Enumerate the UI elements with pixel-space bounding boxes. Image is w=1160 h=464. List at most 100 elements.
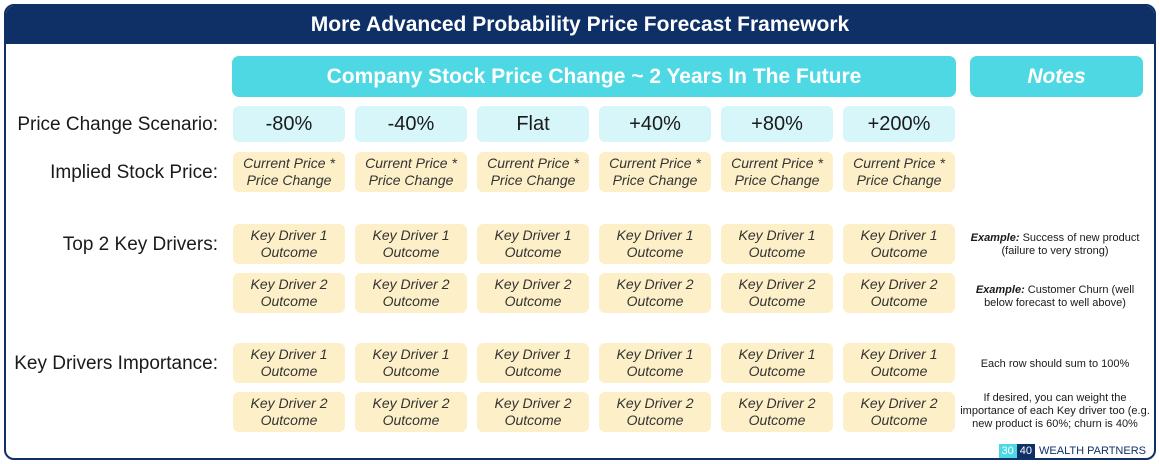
cell-line: Key Driver 2 xyxy=(616,276,694,292)
scenario-cell: -80% xyxy=(233,106,345,142)
framework-frame: More Advanced Probability Price Forecast… xyxy=(4,4,1156,460)
driver1-importance-cell: Key Driver 1 Outcome xyxy=(477,343,589,383)
cell-line: Outcome xyxy=(626,244,684,260)
cell-line: Outcome xyxy=(870,244,928,260)
implied-price-cell: Current Price * Price Change xyxy=(721,152,833,192)
driver2-importance-cell: Key Driver 2 Outcome xyxy=(355,392,467,432)
implied-price-cell: Current Price * Price Change xyxy=(355,152,467,192)
scenario-cell: Flat xyxy=(477,106,589,142)
brand-logo: 30 40 WEALTH PARTNERS xyxy=(998,444,1146,458)
cell-line: Outcome xyxy=(382,293,440,309)
cell-line: Outcome xyxy=(870,412,928,428)
cell-line: Key Driver 1 xyxy=(250,227,328,243)
cell-line: Outcome xyxy=(748,412,806,428)
cell-line: Outcome xyxy=(382,363,440,379)
cell-line: Current Price * xyxy=(365,155,457,171)
cell-line: Price Change xyxy=(612,172,698,188)
cell-line: Outcome xyxy=(626,293,684,309)
label-price-change-scenario: Price Change Scenario: xyxy=(17,114,218,135)
cell-line: Key Driver 2 xyxy=(372,395,450,411)
driver2-importance-cell: Key Driver 2 Outcome xyxy=(477,392,589,432)
driver2-outcome-cell: Key Driver 2 Outcome xyxy=(233,273,345,313)
cell-line: Current Price * xyxy=(853,155,945,171)
cell-line: Key Driver 2 xyxy=(372,276,450,292)
driver1-outcome-cell: Key Driver 1 Outcome xyxy=(355,224,467,264)
cell-line: Key Driver 1 xyxy=(860,227,938,243)
cell-line: Current Price * xyxy=(243,155,335,171)
note-weighting: If desired, you can weight the importanc… xyxy=(960,392,1150,430)
driver1-importance-cell: Key Driver 1 Outcome xyxy=(721,343,833,383)
label-implied-stock-price: Implied Stock Price: xyxy=(50,162,218,183)
cell-line: Key Driver 1 xyxy=(616,346,694,362)
cell-line: Key Driver 1 xyxy=(372,227,450,243)
cell-line: Price Change xyxy=(246,172,332,188)
driver1-outcome-cell: Key Driver 1 Outcome xyxy=(843,224,955,264)
driver1-outcome-cell: Key Driver 1 Outcome xyxy=(233,224,345,264)
cell-line: Outcome xyxy=(748,244,806,260)
cell-line: Key Driver 2 xyxy=(494,395,572,411)
implied-price-cell: Current Price * Price Change xyxy=(233,152,345,192)
driver1-importance-cell: Key Driver 1 Outcome xyxy=(355,343,467,383)
scenario-cell: +40% xyxy=(599,106,711,142)
scenario-cell: -40% xyxy=(355,106,467,142)
cell-line: Key Driver 2 xyxy=(738,276,816,292)
cell-line: Key Driver 1 xyxy=(250,346,328,362)
cell-line: Key Driver 2 xyxy=(738,395,816,411)
cell-line: Key Driver 1 xyxy=(860,346,938,362)
cell-line: Key Driver 2 xyxy=(494,276,572,292)
cell-line: Price Change xyxy=(856,172,942,188)
cell-line: Outcome xyxy=(504,244,562,260)
cell-line: Outcome xyxy=(382,412,440,428)
driver2-outcome-cell: Key Driver 2 Outcome xyxy=(355,273,467,313)
cell-line: Key Driver 1 xyxy=(372,346,450,362)
label-top-key-drivers: Top 2 Key Drivers: xyxy=(62,234,218,255)
cell-line: Outcome xyxy=(260,412,318,428)
cell-line: Outcome xyxy=(626,363,684,379)
note-example-churn: Example: Customer Churn (well below fore… xyxy=(975,284,1135,309)
cell-line: Key Driver 1 xyxy=(494,227,572,243)
driver1-outcome-cell: Key Driver 1 Outcome xyxy=(721,224,833,264)
note-example-product: Example: Success of new product (failure… xyxy=(970,232,1140,257)
driver1-importance-cell: Key Driver 1 Outcome xyxy=(843,343,955,383)
scenario-cell: +200% xyxy=(843,106,955,142)
cell-line: Outcome xyxy=(870,293,928,309)
cell-line: Outcome xyxy=(504,363,562,379)
forecast-header: Company Stock Price Change ~ 2 Years In … xyxy=(232,56,956,97)
cell-line: Key Driver 1 xyxy=(738,227,816,243)
cell-line: Outcome xyxy=(260,244,318,260)
cell-line: Key Driver 2 xyxy=(860,276,938,292)
cell-line: Current Price * xyxy=(731,155,823,171)
label-key-drivers-importance: Key Drivers Importance: xyxy=(14,353,218,374)
driver2-outcome-cell: Key Driver 2 Outcome xyxy=(721,273,833,313)
cell-line: Key Driver 2 xyxy=(250,395,328,411)
cell-line: Price Change xyxy=(490,172,576,188)
cell-line: Outcome xyxy=(870,363,928,379)
driver1-importance-cell: Key Driver 1 Outcome xyxy=(233,343,345,383)
cell-line: Key Driver 2 xyxy=(250,276,328,292)
driver1-outcome-cell: Key Driver 1 Outcome xyxy=(477,224,589,264)
driver2-importance-cell: Key Driver 2 Outcome xyxy=(843,392,955,432)
cell-line: Key Driver 2 xyxy=(860,395,938,411)
cell-line: Key Driver 1 xyxy=(738,346,816,362)
implied-price-cell: Current Price * Price Change xyxy=(477,152,589,192)
implied-price-cell: Current Price * Price Change xyxy=(843,152,955,192)
cell-line: Outcome xyxy=(382,244,440,260)
cell-line: Current Price * xyxy=(487,155,579,171)
cell-line: Outcome xyxy=(626,412,684,428)
scenario-cell: +80% xyxy=(721,106,833,142)
cell-line: Key Driver 2 xyxy=(616,395,694,411)
cell-line: Outcome xyxy=(260,363,318,379)
driver2-outcome-cell: Key Driver 2 Outcome xyxy=(477,273,589,313)
cell-line: Outcome xyxy=(748,363,806,379)
cell-line: Key Driver 1 xyxy=(494,346,572,362)
note-row-sum: Each row should sum to 100% xyxy=(980,358,1130,370)
implied-price-cell: Current Price * Price Change xyxy=(599,152,711,192)
cell-line: Price Change xyxy=(368,172,454,188)
cell-line: Outcome xyxy=(504,412,562,428)
driver1-importance-cell: Key Driver 1 Outcome xyxy=(599,343,711,383)
cell-line: Outcome xyxy=(260,293,318,309)
driver1-outcome-cell: Key Driver 1 Outcome xyxy=(599,224,711,264)
cell-line: Price Change xyxy=(734,172,820,188)
cell-line: Current Price * xyxy=(609,155,701,171)
cell-line: Outcome xyxy=(504,293,562,309)
